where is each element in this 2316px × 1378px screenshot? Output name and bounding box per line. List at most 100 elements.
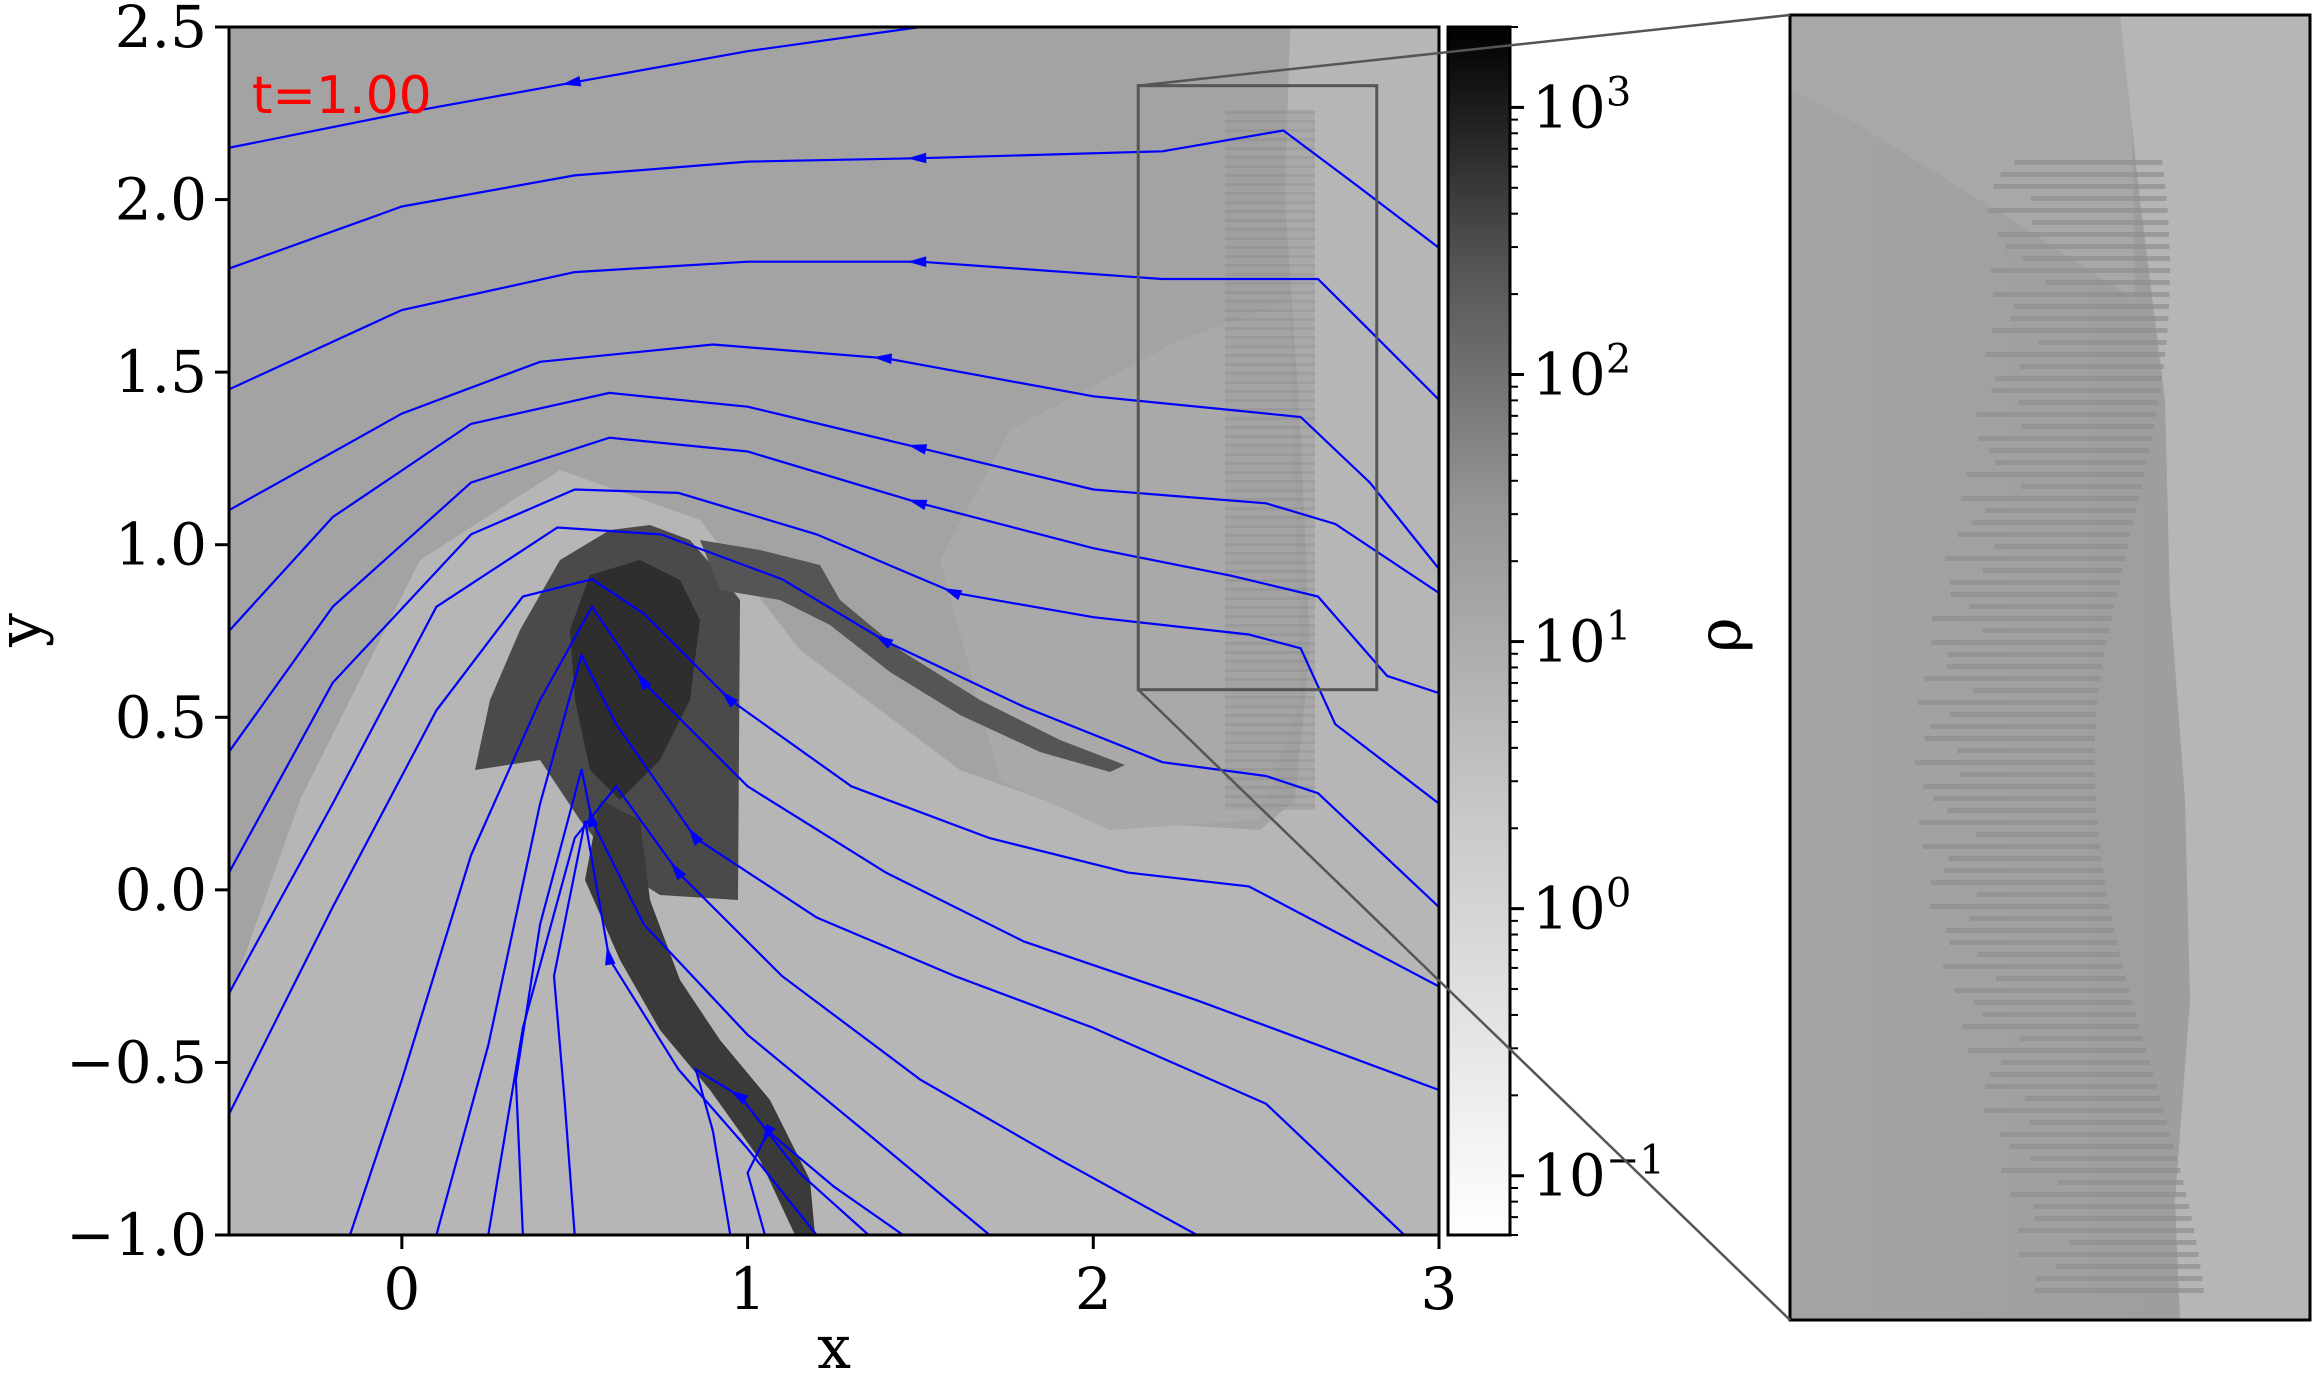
inset-finger: [1976, 412, 2157, 417]
inset-finger: [1995, 376, 2162, 381]
inset-finger: [1992, 328, 2168, 333]
inset-finger: [1946, 664, 2103, 669]
inset-finger: [2045, 280, 2170, 285]
shocked-layer: [940, 300, 1300, 830]
inset-finger: [1999, 1132, 2171, 1137]
inset-finger: [1969, 604, 2114, 609]
streamline-arrow-4: [907, 444, 928, 455]
inset-finger: [2033, 1204, 2189, 1209]
tail-filament: [585, 800, 815, 1235]
inset-finger: [1930, 880, 2106, 885]
inset-finger: [2018, 1228, 2194, 1233]
x-tick-label: 2: [1075, 1255, 1112, 1323]
x-tick-label: 3: [1421, 1255, 1458, 1323]
zoom-connectors: [1137, 13, 1791, 1321]
inset-fingers: [1914, 160, 2204, 1293]
inset-finger: [2030, 196, 2167, 201]
streamline-arrow-5: [908, 499, 928, 510]
inset-finger: [1983, 1108, 2164, 1113]
inset-finger: [1985, 352, 2166, 357]
y-axis-label: y: [0, 613, 55, 648]
inset-finger: [1929, 904, 2110, 909]
inset-finger: [1960, 772, 2095, 777]
zoom-rectangle: [1136, 84, 1379, 692]
colorbar: [1446, 25, 1512, 1237]
streamline-8: [229, 578, 1439, 1115]
inset-finger: [2005, 244, 2170, 249]
inset-finger: [2014, 160, 2163, 165]
inset-finger: [1943, 964, 2123, 969]
inset-finger: [2018, 400, 2159, 405]
streamline-arrow-8: [721, 690, 739, 708]
inset-finger: [2001, 1168, 2181, 1173]
streamline-arrow-11: [670, 862, 687, 881]
inset-finger: [2010, 316, 2169, 321]
colorbar-ticks: 10−1 100 101 102 103: [1510, 26, 1665, 1236]
inset-finger: [2009, 1144, 2174, 1149]
inset-finger: [2021, 484, 2142, 489]
inset-finger: [1977, 952, 2120, 957]
colorbar-tick-label: 10−1: [1532, 1138, 1665, 1210]
inset-finger: [1950, 592, 2117, 597]
streamline-4: [229, 391, 1439, 632]
clump-core: [570, 560, 700, 800]
inset-finger: [1982, 628, 2110, 633]
inset-finger: [1922, 844, 2100, 849]
colorbar-tick-label: 103: [1532, 69, 1631, 141]
inset-finger: [1967, 1048, 2147, 1053]
inset-finger: [2022, 256, 2170, 261]
time-label: t=1.00: [252, 66, 432, 126]
inset-finger: [1995, 460, 2147, 465]
streamline-arrow-10: [688, 827, 704, 846]
inset-finger: [1996, 976, 2126, 981]
inset-finger: [1948, 856, 2102, 861]
streamline-arrow-0: [561, 76, 582, 87]
y-tick-label: 0.0: [115, 856, 207, 924]
inset-finger: [1914, 760, 2095, 765]
inset-finger: [1998, 232, 2170, 237]
inset-frame: [1788, 13, 2312, 1322]
inset-finger: [1946, 928, 2115, 933]
inset-finger: [1919, 820, 2098, 825]
inset-finger: [2019, 1036, 2143, 1041]
inset-finger: [1991, 268, 2170, 273]
streamline-6: [229, 488, 1439, 874]
inset-finger: [1917, 700, 2097, 705]
inset-finger: [2009, 1192, 2187, 1197]
connector-line: [1138, 13, 1791, 87]
inset-finger: [2031, 220, 2169, 225]
inset-finger: [1947, 808, 2097, 813]
y-tick-label: 0.5: [115, 683, 207, 751]
inset-finger: [2030, 1120, 2168, 1125]
inset-finger: [1993, 184, 2166, 189]
streamline-13: [552, 820, 818, 1235]
inset-finger: [2025, 1096, 2161, 1101]
inset-finger: [1973, 688, 2099, 693]
inset-finger: [1957, 532, 2131, 537]
streamline-arrow-15: [762, 1124, 776, 1144]
inset-finger: [1987, 208, 2168, 213]
colorbar-label: ρ: [1685, 617, 1755, 652]
inset-finger: [1924, 736, 2095, 741]
y-tick-label: 2.5: [115, 0, 207, 61]
inset-finger: [2000, 172, 2164, 177]
streamlines: [229, 27, 1439, 1235]
inset-finger: [1994, 544, 2128, 549]
inset-finger: [1971, 520, 2134, 525]
inset-finger: [2022, 424, 2155, 429]
streamline-arrow-1: [907, 152, 927, 164]
streamline-arrow-13: [605, 946, 616, 966]
x-axis-ticks: 0 1 2 3: [383, 1235, 1457, 1323]
streamline-arrow-3: [872, 353, 892, 364]
inset-finger: [2034, 1216, 2192, 1221]
inset-finger: [1960, 496, 2139, 501]
streamline-arrow-7: [874, 634, 894, 649]
inset-finger: [1954, 988, 2130, 993]
inset-finger: [1949, 580, 2120, 585]
inset-finger: [1944, 556, 2125, 561]
streamline-arrow-9: [636, 672, 652, 691]
inset-finger: [1984, 1084, 2157, 1089]
y-tick-label: 1.0: [115, 511, 207, 579]
streamline-arrow-14: [729, 1090, 749, 1105]
